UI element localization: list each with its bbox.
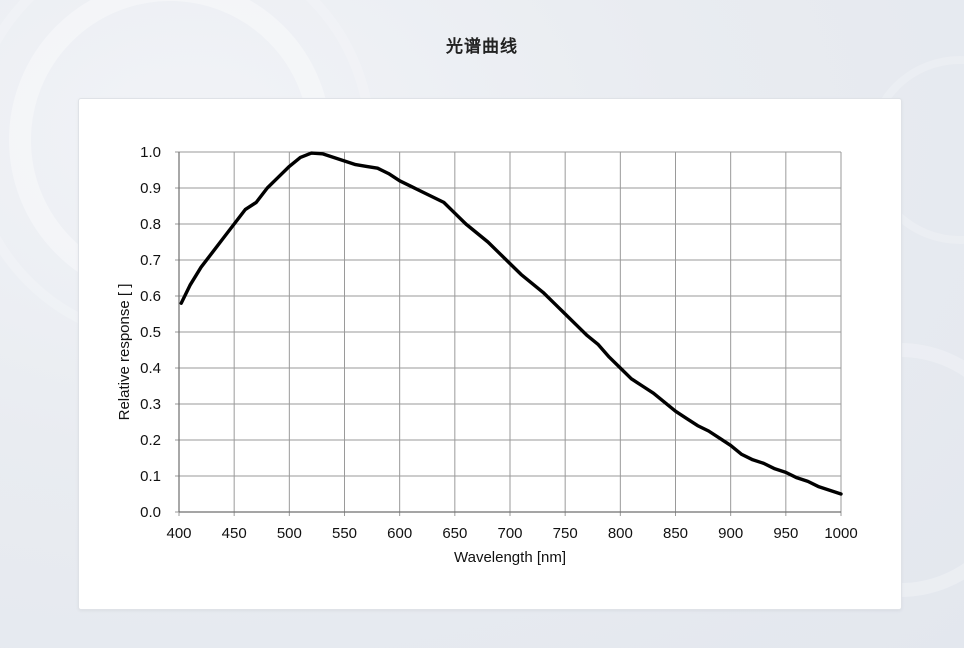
y-tick-label: 0.1 — [140, 468, 161, 485]
y-axis-label: Relative response [ ] — [116, 284, 133, 421]
chart-grid — [175, 151, 842, 516]
y-tick-label: 0.3 — [140, 396, 161, 413]
spectral-response-chart: 400 450 500 550 600 650 700 750 800 850 900 950 1000… — [116, 144, 858, 566]
x-tick-label: 750 — [553, 525, 578, 542]
x-axis-label: Wavelength [nm] — [454, 549, 566, 566]
x-tick-label: 500 — [277, 525, 302, 542]
x-tick-label: 550 — [332, 525, 357, 542]
y-tick-label: 1.0 — [140, 144, 161, 161]
x-tick-label: 800 — [608, 525, 633, 542]
x-tick-label: 1000 — [824, 525, 857, 542]
x-tick-label: 950 — [773, 525, 798, 542]
y-tick-label: 0.4 — [140, 360, 161, 377]
y-tick-label: 0.9 — [140, 180, 161, 197]
y-tick-label: 0.6 — [140, 288, 161, 305]
y-axis-ticks: 0.0 0.1 0.2 0.3 0.4 0.5 0.6 0.7 0.8 0.9 1.0 — [140, 144, 161, 521]
x-tick-label: 650 — [442, 525, 467, 542]
y-tick-label: 0.0 — [140, 504, 161, 521]
x-tick-label: 600 — [387, 525, 412, 542]
x-tick-label: 700 — [497, 525, 522, 542]
x-tick-label: 900 — [718, 525, 743, 542]
y-tick-label: 0.2 — [140, 432, 161, 449]
x-tick-label: 400 — [166, 525, 191, 542]
y-tick-label: 0.7 — [140, 252, 161, 269]
chart-card: 400 450 500 550 600 650 700 750 800 850 900 950 1000… — [78, 98, 902, 610]
y-tick-label: 0.8 — [140, 216, 161, 233]
y-tick-label: 0.5 — [140, 324, 161, 341]
series-line — [179, 151, 843, 496]
x-axis-ticks: 400 450 500 550 600 650 700 750 800 850 900 950 1000 — [166, 525, 857, 542]
page-title: 光谱曲线 — [446, 37, 518, 57]
x-tick-label: 850 — [663, 525, 688, 542]
x-tick-label: 450 — [222, 525, 247, 542]
